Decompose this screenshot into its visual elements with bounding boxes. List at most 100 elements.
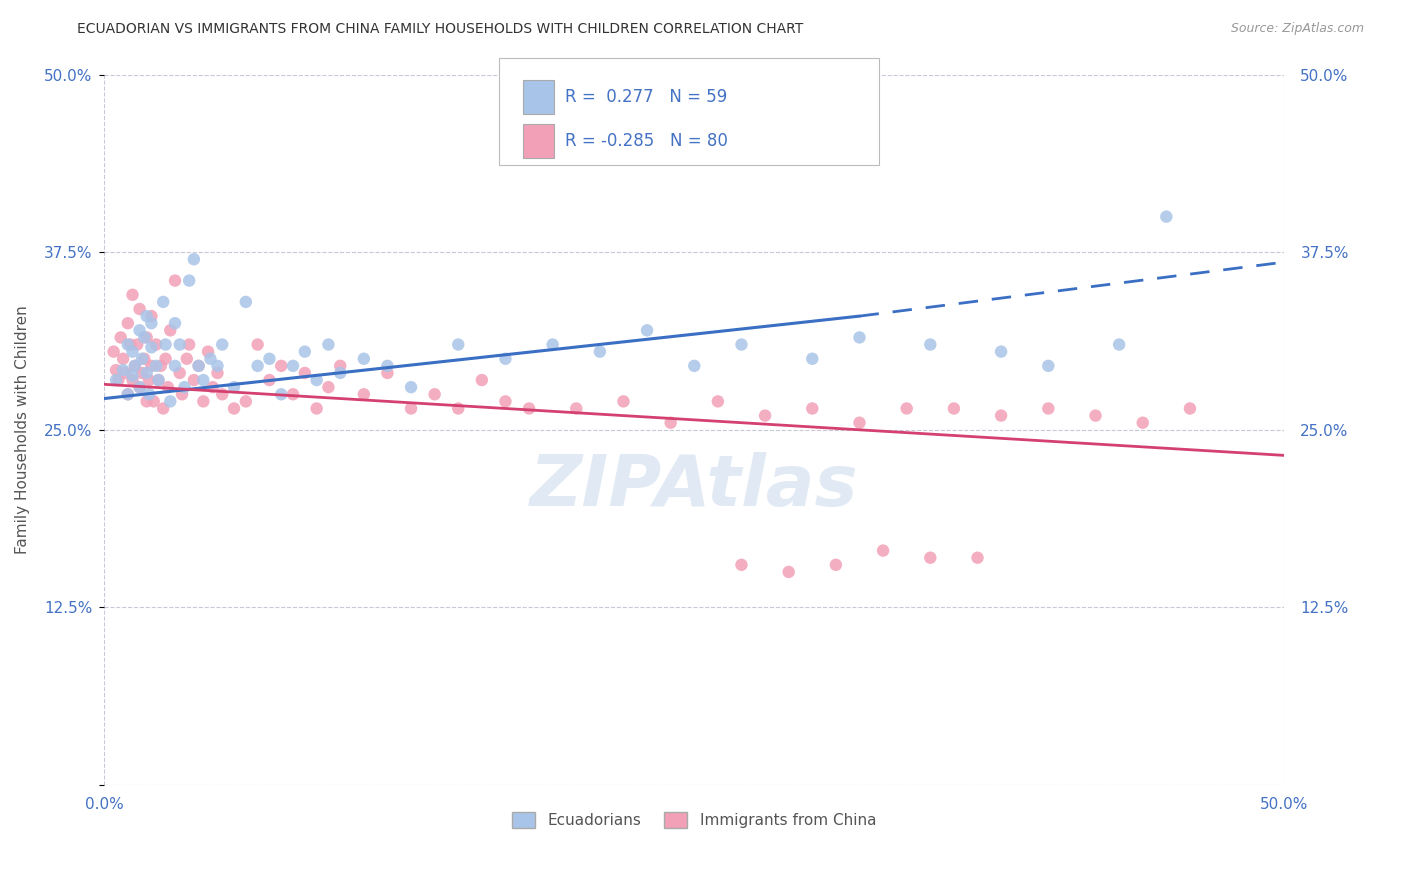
Point — [377, 359, 399, 373]
Point — [494, 394, 516, 409]
Point — [1038, 401, 1060, 416]
Point — [259, 351, 281, 366]
Y-axis label: Family Households with Children: Family Households with Children — [15, 305, 30, 554]
Point — [423, 387, 446, 401]
Point — [135, 330, 157, 344]
Point — [447, 337, 470, 351]
Point — [148, 373, 170, 387]
Point — [193, 373, 215, 387]
Text: R = -0.285   N = 80: R = -0.285 N = 80 — [565, 132, 728, 150]
Point — [447, 401, 470, 416]
Point — [353, 387, 375, 401]
Point — [1132, 416, 1154, 430]
Point — [169, 337, 191, 351]
Point — [159, 394, 181, 409]
Point — [942, 401, 965, 416]
Point — [141, 340, 163, 354]
Point — [246, 359, 269, 373]
Point — [121, 368, 143, 383]
Point — [920, 550, 942, 565]
Point — [270, 387, 292, 401]
Point — [825, 558, 848, 572]
Point — [172, 387, 194, 401]
Point — [105, 363, 128, 377]
Point — [966, 550, 988, 565]
Point — [377, 366, 399, 380]
Point — [183, 252, 205, 267]
Point — [294, 344, 316, 359]
Point — [107, 373, 129, 387]
Point — [169, 366, 191, 380]
Point — [683, 359, 706, 373]
Point — [222, 380, 245, 394]
Point — [103, 344, 125, 359]
Legend: Ecuadorians, Immigrants from China: Ecuadorians, Immigrants from China — [506, 806, 882, 834]
Point — [659, 416, 682, 430]
Point — [117, 387, 139, 401]
Point — [124, 359, 146, 373]
Point — [138, 387, 160, 401]
Point — [1156, 210, 1178, 224]
Point — [141, 309, 163, 323]
Point — [128, 323, 150, 337]
Point — [131, 366, 153, 380]
Point — [128, 301, 150, 316]
Point — [163, 274, 186, 288]
Point — [305, 401, 328, 416]
Point — [471, 373, 494, 387]
Point — [135, 394, 157, 409]
Point — [541, 337, 564, 351]
Point — [896, 401, 918, 416]
Point — [848, 416, 870, 430]
Point — [155, 337, 177, 351]
Point — [1178, 401, 1201, 416]
Point — [1108, 337, 1130, 351]
Point — [197, 344, 219, 359]
Point — [329, 359, 352, 373]
Point — [801, 351, 824, 366]
Point — [127, 337, 149, 351]
Point — [176, 351, 198, 366]
Point — [494, 351, 516, 366]
Point — [1084, 409, 1107, 423]
Point — [211, 387, 233, 401]
Point — [148, 373, 170, 387]
Point — [117, 337, 139, 351]
Point — [246, 337, 269, 351]
Point — [270, 359, 292, 373]
Point — [399, 401, 422, 416]
Point — [134, 330, 156, 344]
Point — [138, 373, 160, 387]
Point — [173, 380, 195, 394]
Point — [636, 323, 658, 337]
Point — [399, 380, 422, 394]
Point — [128, 380, 150, 394]
Point — [179, 337, 201, 351]
Point — [565, 401, 588, 416]
Point — [200, 351, 222, 366]
Point — [990, 409, 1012, 423]
Point — [235, 294, 257, 309]
Text: ZIPAtlas: ZIPAtlas — [530, 452, 859, 521]
Point — [105, 373, 128, 387]
Point — [848, 330, 870, 344]
Point — [211, 337, 233, 351]
Point — [281, 359, 304, 373]
Point — [159, 323, 181, 337]
Point — [517, 401, 540, 416]
Point — [730, 558, 752, 572]
Point — [222, 401, 245, 416]
Point — [110, 330, 132, 344]
Point — [121, 287, 143, 301]
Point — [201, 380, 224, 394]
Point — [183, 373, 205, 387]
Point — [920, 337, 942, 351]
Point — [353, 351, 375, 366]
Point — [294, 366, 316, 380]
Point — [112, 351, 135, 366]
Point — [114, 366, 136, 380]
Point — [163, 359, 186, 373]
Point — [187, 359, 209, 373]
Point — [112, 363, 135, 377]
Point — [801, 401, 824, 416]
